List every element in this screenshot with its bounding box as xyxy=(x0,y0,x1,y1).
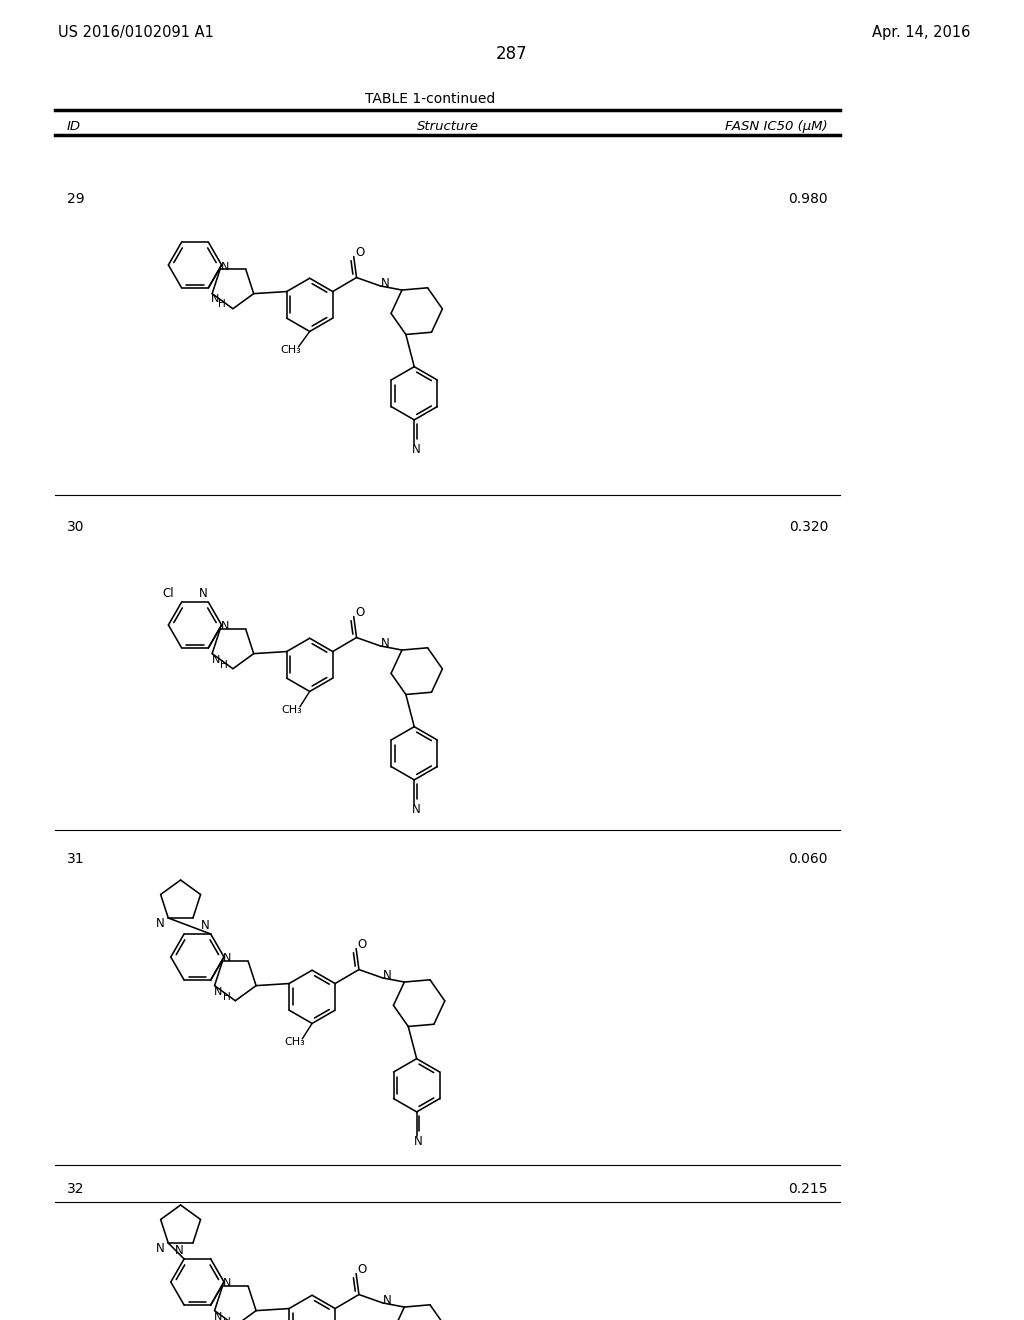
Text: H: H xyxy=(222,991,230,1002)
Text: N: N xyxy=(214,1312,223,1320)
Text: 287: 287 xyxy=(497,45,527,63)
Text: N: N xyxy=(212,655,220,665)
Text: N: N xyxy=(223,1278,231,1288)
Text: Cl: Cl xyxy=(162,587,173,601)
Text: O: O xyxy=(357,939,367,950)
Text: N: N xyxy=(199,587,208,601)
Text: 0.980: 0.980 xyxy=(788,191,828,206)
Text: FASN IC50 (μM): FASN IC50 (μM) xyxy=(725,120,828,133)
Text: N: N xyxy=(383,969,392,982)
Text: N: N xyxy=(381,277,390,290)
Text: N: N xyxy=(156,1242,165,1255)
Text: N: N xyxy=(221,263,229,272)
Text: 31: 31 xyxy=(67,851,85,866)
Text: CH₃: CH₃ xyxy=(281,345,301,355)
Text: O: O xyxy=(357,1263,367,1276)
Text: H: H xyxy=(222,1316,230,1320)
Text: TABLE 1-continued: TABLE 1-continued xyxy=(365,92,496,106)
Text: N: N xyxy=(211,293,219,304)
Text: O: O xyxy=(355,606,365,619)
Text: N: N xyxy=(214,986,223,997)
Text: N: N xyxy=(202,920,210,932)
Text: Structure: Structure xyxy=(417,120,478,133)
Text: N: N xyxy=(381,638,390,651)
Text: N: N xyxy=(223,953,231,964)
Text: N: N xyxy=(221,622,229,631)
Text: Apr. 14, 2016: Apr. 14, 2016 xyxy=(871,25,970,40)
Text: N: N xyxy=(412,803,421,816)
Text: N: N xyxy=(156,917,165,931)
Text: 30: 30 xyxy=(67,520,85,535)
Text: N: N xyxy=(415,1135,423,1148)
Text: CH₃: CH₃ xyxy=(282,705,302,715)
Text: N: N xyxy=(412,444,421,457)
Text: US 2016/0102091 A1: US 2016/0102091 A1 xyxy=(58,25,214,40)
Text: ID: ID xyxy=(67,120,81,133)
Text: N: N xyxy=(175,1245,183,1258)
Text: CH₃: CH₃ xyxy=(284,1036,305,1047)
Text: H: H xyxy=(218,298,226,309)
Text: 32: 32 xyxy=(67,1181,85,1196)
Text: 0.215: 0.215 xyxy=(788,1181,828,1196)
Text: 0.060: 0.060 xyxy=(788,851,828,866)
Text: 0.320: 0.320 xyxy=(788,520,828,535)
Text: 29: 29 xyxy=(67,191,85,206)
Text: O: O xyxy=(355,246,365,259)
Text: H: H xyxy=(220,660,228,669)
Text: N: N xyxy=(383,1295,392,1307)
